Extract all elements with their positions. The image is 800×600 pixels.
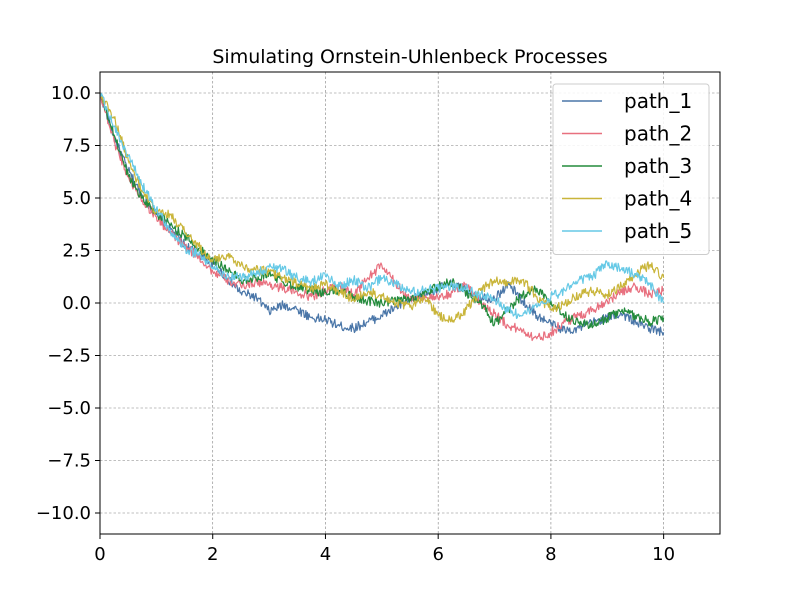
chart-title: Simulating Ornstein-Uhlenbeck Processes (212, 46, 607, 68)
legend-label: path_3 (624, 154, 692, 178)
x-tick-label: 8 (545, 544, 556, 565)
legend-label: path_5 (624, 219, 692, 243)
y-tick-label: 10.0 (51, 83, 91, 104)
y-tick-label: 0.0 (62, 293, 91, 314)
x-tick-label: 4 (320, 544, 331, 565)
series-line-path_1 (99, 92, 665, 337)
legend-label: path_2 (624, 122, 692, 146)
x-tick-label: 6 (432, 544, 443, 565)
y-tick-label: 2.5 (62, 241, 91, 262)
y-tick-label: 7.5 (62, 136, 91, 157)
legend-label: path_4 (624, 187, 692, 211)
y-tick-label: −2.5 (47, 346, 91, 367)
x-axis: 0 2 4 6 8 10 (94, 534, 675, 565)
y-axis: 10.0 7.5 5.0 2.5 0.0 −2.5 −5.0 −7.5 −10.0 (36, 83, 100, 524)
legend: path_1 path_2 path_3 path_4 path_5 (552, 83, 710, 255)
x-tick-label: 10 (652, 544, 675, 565)
y-tick-label: −10.0 (36, 503, 91, 524)
legend-label: path_1 (624, 89, 692, 113)
series-line-path_5 (99, 92, 665, 319)
x-tick-label: 0 (94, 544, 105, 565)
x-tick-label: 2 (207, 544, 218, 565)
series-line-path_4 (99, 92, 665, 323)
series-layer (99, 92, 665, 342)
y-tick-label: 5.0 (62, 188, 91, 209)
legend-box (552, 83, 710, 255)
y-tick-label: −5.0 (47, 398, 91, 419)
y-tick-label: −7.5 (47, 451, 91, 472)
